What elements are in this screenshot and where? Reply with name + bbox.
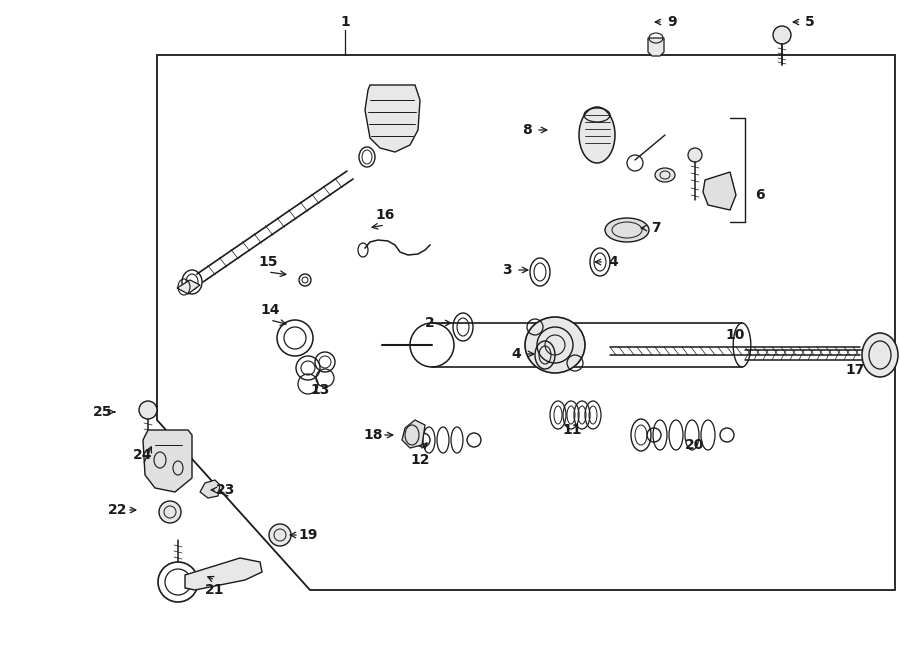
Ellipse shape: [862, 333, 898, 377]
Ellipse shape: [269, 524, 291, 546]
Text: 19: 19: [298, 528, 318, 542]
Text: 2: 2: [425, 316, 435, 330]
Ellipse shape: [605, 218, 649, 242]
Ellipse shape: [139, 401, 157, 419]
Ellipse shape: [655, 168, 675, 182]
Polygon shape: [365, 85, 420, 152]
Text: 5: 5: [806, 15, 814, 29]
Polygon shape: [402, 420, 425, 448]
Text: 21: 21: [205, 583, 225, 597]
Text: 23: 23: [216, 483, 236, 497]
Text: 24: 24: [133, 448, 153, 462]
Text: 4: 4: [608, 255, 618, 269]
Ellipse shape: [688, 148, 702, 162]
Polygon shape: [185, 558, 262, 590]
Text: 8: 8: [522, 123, 532, 137]
Polygon shape: [200, 480, 220, 498]
Ellipse shape: [773, 26, 791, 44]
Text: 11: 11: [562, 423, 581, 437]
Text: 25: 25: [94, 405, 112, 419]
Text: 3: 3: [502, 263, 512, 277]
Ellipse shape: [525, 317, 585, 373]
Ellipse shape: [159, 501, 181, 523]
Text: 17: 17: [845, 363, 865, 377]
Text: 20: 20: [685, 438, 705, 452]
Polygon shape: [177, 280, 200, 294]
Text: 16: 16: [375, 208, 395, 222]
Text: 14: 14: [260, 303, 280, 317]
Text: 6: 6: [755, 188, 765, 202]
Ellipse shape: [579, 107, 615, 163]
Text: 7: 7: [652, 221, 661, 235]
Text: 18: 18: [364, 428, 382, 442]
Text: 13: 13: [310, 383, 329, 397]
Polygon shape: [648, 38, 664, 56]
Text: 9: 9: [667, 15, 677, 29]
Polygon shape: [143, 430, 192, 492]
Text: 22: 22: [108, 503, 128, 517]
Text: 1: 1: [340, 15, 350, 29]
Text: 12: 12: [410, 453, 430, 467]
Text: 15: 15: [258, 255, 278, 269]
Text: 4: 4: [511, 347, 521, 361]
Polygon shape: [703, 172, 736, 210]
Text: 10: 10: [725, 328, 744, 342]
